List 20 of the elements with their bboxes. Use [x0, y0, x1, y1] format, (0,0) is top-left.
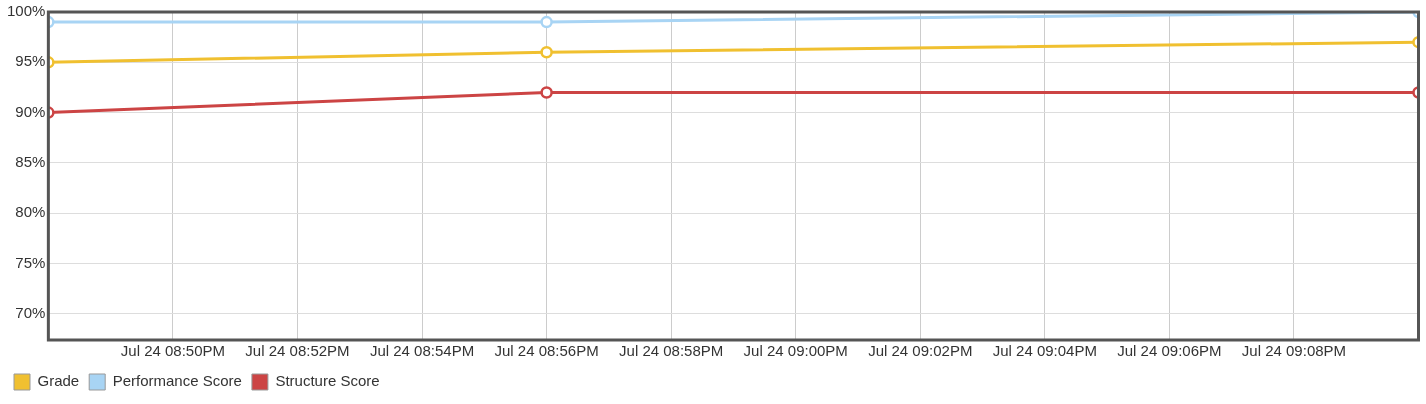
y-tick-label: 75%	[15, 253, 46, 271]
x-tick-label: Jul 24 08:50PM	[120, 342, 226, 360]
x-tick-label: Jul 24 09:02PM	[868, 342, 973, 360]
x-tick-label: Jul 24 09:04PM	[992, 342, 1097, 360]
y-tick-label: 85%	[15, 153, 46, 171]
x-tick-label: Jul 24 08:58PM	[619, 342, 724, 360]
y-tick-label: 95%	[15, 52, 46, 70]
x-tick-label: Jul 24 08:52PM	[245, 342, 350, 360]
y-tick-label: 100%	[6, 2, 46, 20]
y-tick-label: 80%	[15, 203, 46, 221]
x-tick-label: Jul 24 09:00PM	[743, 342, 848, 360]
legend-label: Structure Score	[275, 372, 380, 390]
y-tick-label: 70%	[15, 303, 46, 321]
legend-label: Grade	[37, 372, 80, 390]
x-tick-label: Jul 24 08:56PM	[494, 342, 599, 360]
x-tick-label: Jul 24 09:06PM	[1117, 342, 1222, 360]
x-tick-label: Jul 24 09:08PM	[1241, 342, 1347, 360]
x-tick-label: Jul 24 08:54PM	[369, 342, 475, 360]
y-tick-label: 90%	[15, 102, 46, 120]
legend-label: Performance Score	[112, 372, 242, 390]
